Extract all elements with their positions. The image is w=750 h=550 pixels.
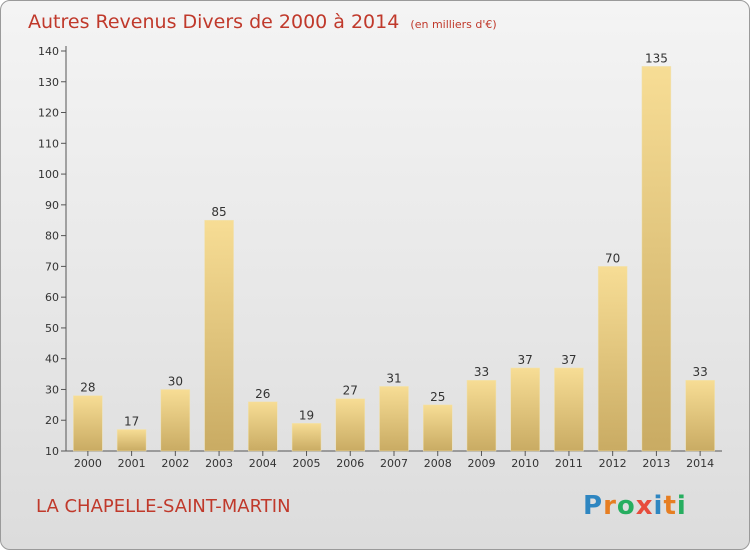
bar (160, 389, 191, 452)
bar-value-label: 28 (80, 381, 95, 395)
bar-value-label: 70 (605, 251, 620, 265)
x-tick-label: 2013 (642, 457, 670, 470)
x-tick-label: 2005 (293, 457, 321, 470)
bar-value-label: 85 (211, 205, 226, 219)
x-tick-label: 2000 (74, 457, 102, 470)
brand-letter: i (676, 491, 687, 521)
bar (335, 398, 366, 452)
y-tick-label: 40 (45, 353, 59, 366)
y-tick-label: 110 (38, 137, 59, 150)
bar-value-label: 25 (430, 390, 445, 404)
bar (116, 429, 147, 452)
bar-value-label: 30 (168, 374, 183, 388)
bar-value-label: 19 (299, 408, 314, 422)
x-tick-label: 2006 (336, 457, 364, 470)
bar-value-label: 31 (386, 371, 401, 385)
bar (204, 219, 234, 452)
bar (291, 423, 322, 452)
x-tick-label: 2012 (599, 457, 627, 470)
bar-value-label: 37 (561, 353, 576, 367)
bar (466, 379, 497, 452)
y-tick-label: 100 (38, 168, 59, 181)
bar-value-label: 33 (474, 365, 489, 379)
x-tick-label: 2004 (249, 457, 277, 470)
brand-letter: P (583, 491, 604, 521)
brand-letter: i (653, 491, 664, 521)
y-tick-label: 80 (45, 230, 59, 243)
bar (379, 386, 409, 452)
bar-value-label: 27 (343, 384, 358, 398)
bar (510, 367, 540, 452)
x-tick-label: 2002 (161, 457, 189, 470)
bar (422, 404, 453, 452)
x-tick-label: 2007 (380, 457, 408, 470)
x-tick-label: 2014 (686, 457, 714, 470)
x-tick-label: 2009 (467, 457, 495, 470)
bar-value-label: 26 (255, 387, 270, 401)
y-tick-label: 70 (45, 260, 59, 273)
bar (73, 395, 103, 452)
chart-title-text: Autres Revenus Divers de 2000 à 2014 (28, 11, 400, 33)
bar (554, 367, 584, 452)
x-tick-label: 2003 (205, 457, 233, 470)
brand-letter: t (663, 491, 677, 521)
bar (641, 66, 672, 452)
x-tick-label: 2001 (118, 457, 146, 470)
x-tick-label: 2008 (424, 457, 452, 470)
y-tick-label: 10 (45, 445, 59, 458)
y-tick-label: 90 (45, 199, 59, 212)
brand-letter: r (603, 491, 617, 521)
brand-letter: x (635, 491, 654, 521)
y-tick-label: 20 (45, 414, 59, 427)
y-tick-label: 50 (45, 322, 59, 335)
brand-letter: o (616, 491, 636, 521)
bar (248, 401, 278, 452)
bar-value-label: 17 (124, 414, 139, 428)
bar (597, 266, 628, 452)
chart-unit-note: (en milliers d'€) (410, 18, 497, 31)
y-tick-label: 140 (38, 45, 59, 58)
x-tick-label: 2010 (511, 457, 539, 470)
y-tick-label: 60 (45, 291, 59, 304)
brand-logo: Proxiti (583, 491, 687, 521)
y-tick-label: 30 (45, 383, 59, 396)
y-tick-label: 130 (38, 76, 59, 89)
x-tick-label: 2011 (555, 457, 583, 470)
bar-value-label: 37 (518, 353, 533, 367)
chart-title: Autres Revenus Divers de 2000 à 2014 (en… (28, 11, 497, 33)
bar-value-label: 33 (692, 365, 707, 379)
bar (685, 379, 715, 452)
place-name: LA CHAPELLE-SAINT-MARTIN (36, 496, 291, 517)
y-tick-label: 120 (38, 107, 59, 120)
bar-value-label: 135 (645, 51, 668, 65)
